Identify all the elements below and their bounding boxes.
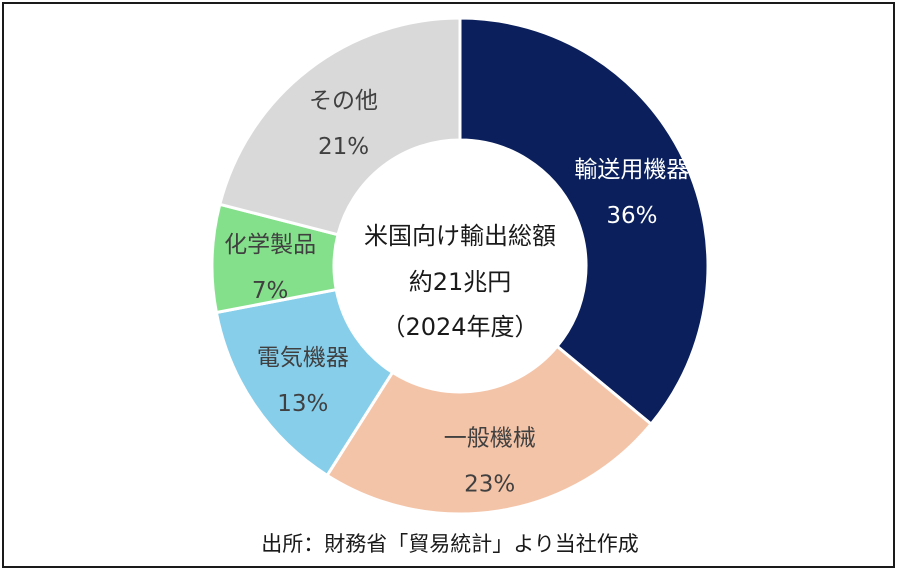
slice-label-3: 化学製品 xyxy=(224,232,316,258)
slice-1 xyxy=(325,344,654,516)
center-line-3: （2024年度） xyxy=(381,313,538,341)
source-note: 出所：財務省「貿易統計」より当社作成 xyxy=(261,532,639,556)
slice-label-0: 輸送用機器 xyxy=(574,157,689,183)
center-line-1: 米国向け輸出総額 xyxy=(364,222,556,250)
slice-value-label-3: 7% xyxy=(252,278,289,304)
center-label: 米国向け輸出総額 約21兆円 （2024年度） xyxy=(364,222,556,341)
slice-0 xyxy=(458,16,710,427)
slice-label-2: 電気機器 xyxy=(257,345,349,371)
slice-labels: 輸送用機器 36% 一般機械 23% 電気機器 13% 化学製品 7% その他 21% xyxy=(224,88,689,498)
slice-label-1: 一般機械 xyxy=(444,426,536,452)
slice-value-label-1: 23% xyxy=(464,472,515,498)
slice-value-label-2: 13% xyxy=(277,391,328,417)
slice-value-label-0: 36% xyxy=(606,203,657,229)
donut-slices xyxy=(210,16,710,516)
slice-label-4: その他 xyxy=(309,88,378,114)
slice-4 xyxy=(217,16,462,237)
center-line-2: 約21兆円 xyxy=(409,268,512,296)
slice-value-label-4: 21% xyxy=(318,134,369,160)
